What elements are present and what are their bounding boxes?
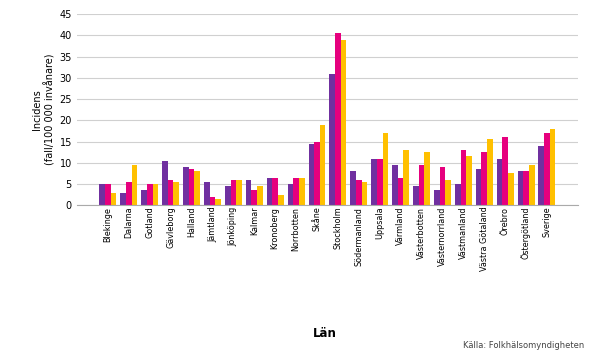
Bar xyxy=(445,180,451,205)
Bar xyxy=(288,184,293,205)
Bar xyxy=(434,190,440,205)
Bar xyxy=(309,144,314,205)
Bar xyxy=(320,125,326,205)
Bar xyxy=(350,171,356,205)
Bar xyxy=(100,184,105,205)
Bar xyxy=(502,137,508,205)
Bar xyxy=(231,180,236,205)
Bar xyxy=(194,171,200,205)
Bar xyxy=(105,184,111,205)
Bar xyxy=(204,182,209,205)
Text: Källa: Folkhälsomyndigheten: Källa: Folkhälsomyndigheten xyxy=(463,342,584,350)
Bar xyxy=(335,33,340,205)
Bar xyxy=(215,199,221,205)
Bar xyxy=(487,139,493,205)
Bar xyxy=(126,182,132,205)
Bar xyxy=(544,133,550,205)
Bar xyxy=(440,167,445,205)
Bar xyxy=(273,178,278,205)
Bar xyxy=(153,184,158,205)
Bar xyxy=(413,186,419,205)
Bar xyxy=(481,152,487,205)
Bar xyxy=(382,133,388,205)
Bar xyxy=(508,173,514,205)
Bar xyxy=(111,193,116,205)
Bar xyxy=(162,161,168,205)
Bar xyxy=(466,156,472,205)
Bar xyxy=(523,171,529,205)
Bar xyxy=(398,178,404,205)
Bar xyxy=(168,180,173,205)
Bar xyxy=(209,197,215,205)
Bar xyxy=(132,165,137,205)
Bar xyxy=(267,178,273,205)
Bar xyxy=(529,165,535,205)
Bar xyxy=(539,146,544,205)
Text: Län: Län xyxy=(313,327,336,340)
Bar xyxy=(392,165,398,205)
Bar xyxy=(362,182,367,205)
Bar xyxy=(476,169,481,205)
Bar xyxy=(120,193,126,205)
Y-axis label: Incidens
(fall/100 000 invånare): Incidens (fall/100 000 invånare) xyxy=(32,54,55,165)
Bar xyxy=(517,171,523,205)
Bar xyxy=(183,167,189,205)
Bar xyxy=(251,190,257,205)
Bar xyxy=(246,180,251,205)
Bar xyxy=(225,186,231,205)
Bar xyxy=(141,190,147,205)
Bar xyxy=(356,180,362,205)
Bar xyxy=(293,178,299,205)
Bar xyxy=(497,159,502,205)
Bar xyxy=(278,195,284,205)
Bar xyxy=(147,184,153,205)
Bar xyxy=(461,150,466,205)
Bar xyxy=(257,186,263,205)
Bar xyxy=(404,150,409,205)
Bar xyxy=(424,152,430,205)
Bar xyxy=(299,178,304,205)
Bar xyxy=(377,159,382,205)
Bar xyxy=(340,40,346,205)
Bar xyxy=(173,182,179,205)
Bar xyxy=(455,184,461,205)
Bar xyxy=(189,169,194,205)
Bar xyxy=(236,180,242,205)
Bar xyxy=(314,142,320,205)
Bar xyxy=(329,74,335,205)
Bar xyxy=(371,159,377,205)
Bar xyxy=(419,165,424,205)
Bar xyxy=(550,129,555,205)
